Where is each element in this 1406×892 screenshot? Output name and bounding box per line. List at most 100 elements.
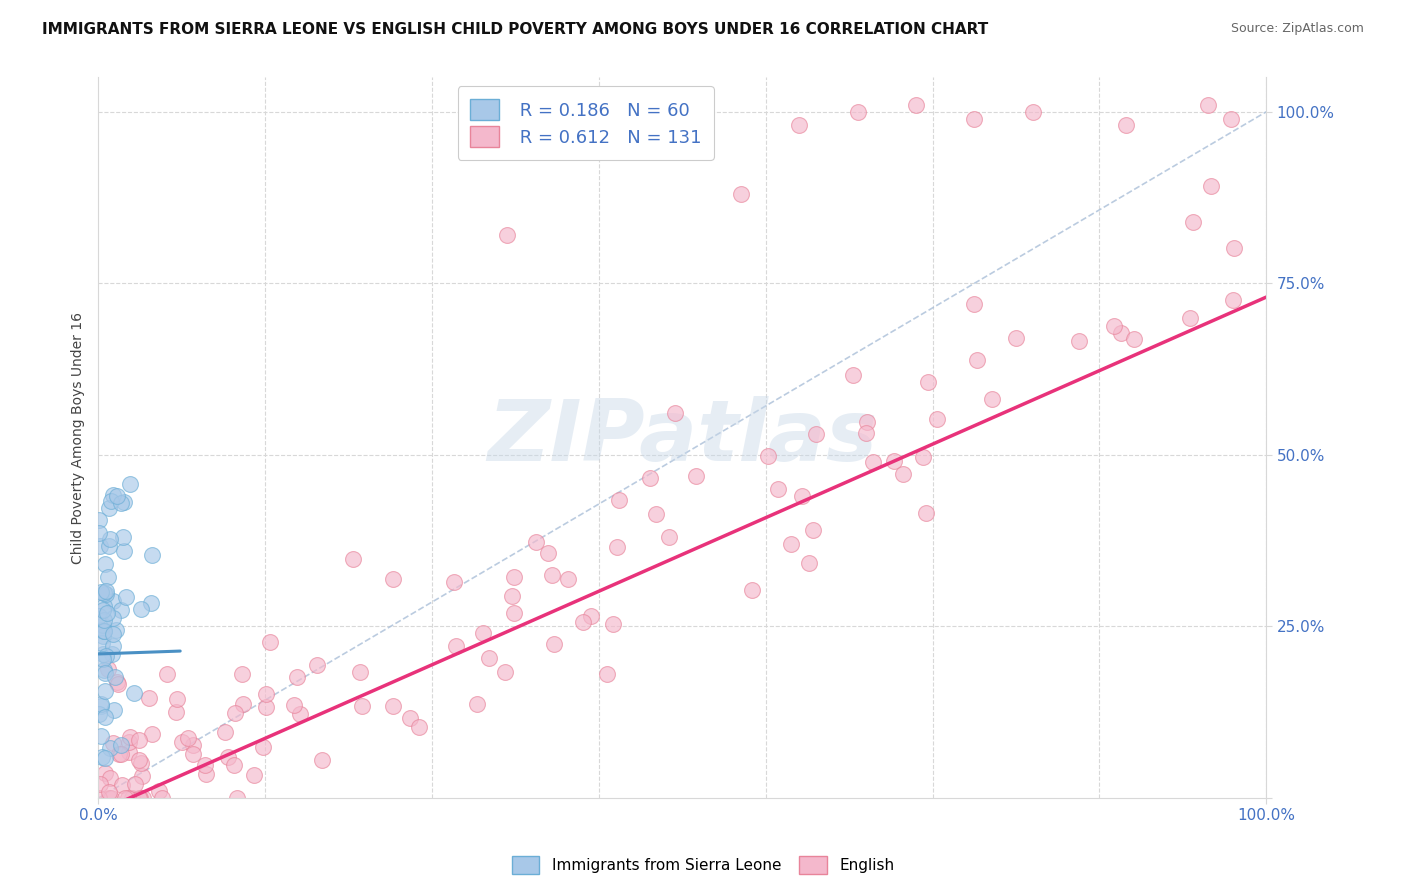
Point: [1181, 215, 1204, 229]
Point: [104, 670, 127, 684]
Point: [91, 750, 114, 764]
Point: [103, 611, 125, 625]
Point: [846, 104, 869, 119]
Point: [382, 699, 405, 714]
Point: [543, 637, 565, 651]
Point: [790, 489, 813, 503]
Point: [91, 617, 114, 632]
Point: [90, 698, 112, 713]
Point: [90, 584, 112, 599]
Point: [911, 450, 934, 464]
Point: [112, 530, 135, 544]
Point: [444, 639, 467, 653]
Point: [93, 557, 115, 571]
Text: ZIPatlas: ZIPatlas: [488, 396, 877, 479]
Point: [170, 735, 193, 749]
Point: [797, 556, 820, 570]
Point: [108, 747, 131, 761]
Point: [349, 665, 371, 679]
Point: [503, 570, 526, 584]
Point: [128, 733, 150, 747]
Point: [856, 415, 879, 429]
Point: [94, 587, 117, 601]
Point: [121, 791, 143, 805]
Point: [1102, 319, 1125, 334]
Point: [101, 640, 124, 654]
Point: [382, 572, 405, 586]
Point: [128, 791, 150, 805]
Point: [94, 583, 117, 598]
Point: [100, 791, 122, 805]
Point: [478, 651, 501, 665]
Point: [181, 747, 204, 761]
Point: [97, 570, 120, 584]
Point: [118, 745, 141, 759]
Point: [222, 758, 245, 772]
Point: [93, 624, 115, 639]
Point: [766, 482, 789, 496]
Point: [194, 757, 217, 772]
Point: [243, 768, 266, 782]
Point: [100, 494, 122, 508]
Point: [1109, 326, 1132, 340]
Point: [87, 706, 110, 721]
Point: [114, 791, 136, 805]
Point: [156, 666, 179, 681]
Point: [305, 657, 328, 672]
Point: [98, 791, 121, 805]
Point: [104, 624, 127, 638]
Point: [89, 777, 111, 791]
Point: [110, 747, 132, 762]
Point: [96, 662, 118, 676]
Point: [91, 603, 114, 617]
Point: [1178, 310, 1201, 325]
Point: [110, 602, 132, 616]
Point: [118, 735, 141, 749]
Point: [917, 375, 939, 389]
Point: [740, 582, 762, 597]
Point: [1223, 241, 1246, 255]
Point: [94, 710, 117, 724]
Point: [101, 647, 124, 661]
Point: [91, 651, 114, 665]
Point: [165, 705, 187, 719]
Point: [571, 615, 593, 630]
Point: [259, 635, 281, 649]
Point: [472, 626, 495, 640]
Point: [120, 477, 142, 491]
Point: [494, 665, 516, 680]
Point: [110, 495, 132, 509]
Point: [963, 112, 986, 126]
Point: [496, 228, 519, 243]
Point: [756, 449, 779, 463]
Point: [129, 756, 152, 770]
Point: [90, 636, 112, 650]
Point: [89, 513, 111, 527]
Point: [787, 119, 810, 133]
Point: [129, 791, 152, 805]
Point: [537, 546, 560, 560]
Point: [90, 697, 112, 711]
Point: [287, 670, 309, 684]
Point: [93, 765, 115, 780]
Point: [606, 540, 628, 554]
Point: [90, 623, 112, 637]
Point: [105, 674, 128, 689]
Point: [891, 467, 914, 482]
Point: [94, 684, 117, 698]
Point: [132, 791, 155, 805]
Point: [311, 753, 333, 767]
Point: [1022, 104, 1045, 119]
Point: [91, 629, 114, 643]
Point: [862, 455, 884, 469]
Point: [981, 392, 1004, 406]
Point: [232, 698, 254, 712]
Point: [93, 663, 115, 677]
Point: [1222, 293, 1244, 307]
Point: [557, 572, 579, 586]
Point: [194, 767, 217, 781]
Point: [93, 599, 115, 613]
Point: [398, 711, 420, 725]
Point: [177, 731, 200, 746]
Point: [98, 785, 121, 799]
